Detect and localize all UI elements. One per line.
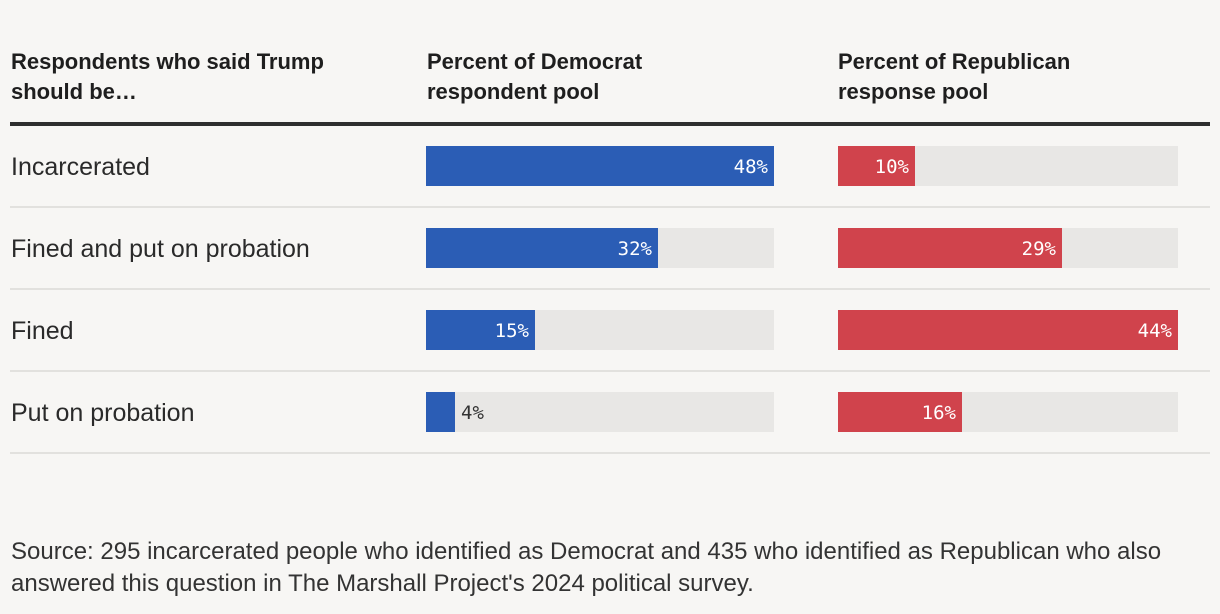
dem-value-label: 32% (617, 238, 652, 260)
dem-value-label: 4% (461, 402, 484, 424)
column-header-republican: Percent of Republican response pool (838, 49, 1071, 104)
dem-bar-track: 32% (426, 228, 774, 268)
table-header: Respondents who said Trump should be… Pe… (0, 47, 1220, 107)
category-label: Put on probation (11, 399, 195, 427)
rep-bar-track: 29% (838, 228, 1178, 268)
rep-bar (838, 228, 1062, 268)
rep-value-label: 29% (1021, 238, 1056, 260)
dem-bar-track: 15% (426, 310, 774, 350)
header-rule (10, 122, 1210, 126)
rep-bar (838, 392, 962, 432)
rep-value-label: 44% (1137, 320, 1172, 342)
category-label: Fined and put on probation (11, 235, 310, 263)
dem-bar (426, 146, 774, 186)
rep-bar (838, 310, 1178, 350)
rep-bar (838, 146, 915, 186)
table-row: Fined 15% 44% (10, 290, 1210, 372)
table-row: Incarcerated 48% 10% (10, 126, 1210, 208)
rep-bar-track: 44% (838, 310, 1178, 350)
dem-bar-track: 48% (426, 146, 774, 186)
dem-bar (426, 392, 455, 432)
table-row: Fined and put on probation 32% 29% (10, 208, 1210, 290)
rep-value-label: 10% (874, 156, 909, 178)
dem-value-label: 15% (494, 320, 529, 342)
source-note: Source: 295 incarcerated people who iden… (11, 538, 1162, 597)
dem-bar-track: 4% (426, 392, 774, 432)
dem-bar (426, 228, 658, 268)
category-label: Fined (11, 317, 74, 345)
rep-value-label: 16% (921, 402, 956, 424)
dem-bar (426, 310, 535, 350)
dem-value-label: 48% (733, 156, 768, 178)
rep-bar-track: 10% (838, 146, 1178, 186)
column-header-response: Respondents who said Trump should be… (11, 49, 324, 104)
rep-bar-track: 16% (838, 392, 1178, 432)
chart-rows: Incarcerated 48% 10% Fined and put on proba… (10, 126, 1210, 454)
category-label: Incarcerated (11, 153, 150, 181)
table-row: Put on probation 4% 16% (10, 372, 1210, 454)
column-header-democrat: Percent of Democrat respondent pool (427, 49, 643, 104)
